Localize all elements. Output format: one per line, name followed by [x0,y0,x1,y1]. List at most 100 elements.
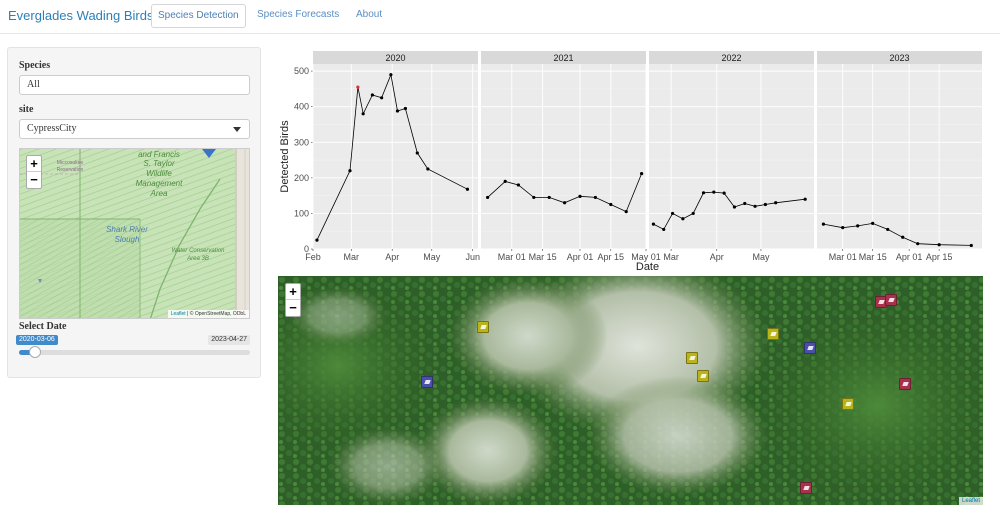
x-axis-title: Date [636,261,659,273]
data-point [348,169,352,173]
detection-marker[interactable] [899,378,911,390]
data-point [578,194,582,198]
data-point [415,151,419,155]
species-input[interactable]: All [19,75,250,95]
drone-image-map[interactable]: + − Leaflet [278,276,983,505]
data-point [624,210,628,214]
map-label: Management [136,179,183,188]
tab-about[interactable]: About [356,9,383,20]
facet-panel [817,64,982,249]
x-tick-label: Apr [385,252,399,262]
site-map[interactable]: and Francis S. Taylor Wildlife Managemen… [19,148,250,319]
series-line [653,191,806,230]
data-point [389,73,393,77]
facet-title: 2020 [385,53,405,63]
detections-chart: Detected Birds 0 100 200 300 400 500 2020 Feb Mar… [279,51,982,273]
chevron-down-icon [233,127,241,132]
x-tick-label: May [423,252,441,262]
x-tick-label: Apr 15 [926,252,953,262]
site-map-zoom: + − [26,155,42,189]
data-point [937,243,941,247]
detection-marker[interactable] [767,328,779,340]
zoom-out-button[interactable]: − [30,172,38,187]
site-select[interactable]: CypressCity [19,119,250,139]
data-point [403,106,407,111]
data-point [753,204,757,208]
site-map-tiles: and Francis S. Taylor Wildlife Managemen… [20,149,249,318]
site-marker-icon[interactable] [202,149,216,158]
data-point [841,226,845,230]
data-point [547,195,551,200]
map-label: Shark River [106,225,148,234]
facet-title: 2021 [553,53,573,63]
data-point [886,227,890,232]
slider-handle[interactable] [29,346,42,358]
map-label: Miccosukee [57,160,84,166]
detection-marker[interactable] [697,370,709,382]
map-label: Wildlife [146,169,172,178]
pin-icon [38,279,42,283]
series-line [316,73,468,241]
drone-map-zoom: + − [285,283,301,317]
map-label: and Francis [138,150,180,159]
detection-marker[interactable] [804,342,816,354]
navbar: Everglades Wading Birds Species Detectio… [0,0,1000,34]
map-label: Slough [115,235,140,244]
x-tick-label: Mar 01 [498,252,526,262]
species-label: Species [19,60,51,71]
data-point [361,112,365,116]
data-point [712,190,716,194]
y-axis-title: Detected Birds [279,120,291,193]
app-brand[interactable]: Everglades Wading Birds [8,8,154,23]
detection-marker[interactable] [885,294,897,306]
zoom-in-button[interactable]: + [286,284,300,300]
data-point [651,222,656,226]
data-point [640,171,644,176]
tab-species-detection[interactable]: Species Detection [151,4,246,28]
data-point [691,211,695,216]
leaflet-link[interactable]: Leaflet [958,497,983,505]
detection-marker[interactable] [686,352,698,364]
data-point [856,224,860,228]
facet-strip [313,51,478,64]
y-tick-label: 0 [304,244,309,254]
osm-attribution: | © OpenStreetMap, ODbL [185,311,246,317]
x-tick-label: May [752,252,770,262]
detection-marker[interactable] [842,398,854,410]
zoom-out-button[interactable]: − [289,300,297,315]
data-point [662,227,666,232]
data-point [516,183,520,187]
detection-marker[interactable] [800,482,812,494]
zoom-in-button[interactable]: + [27,156,41,172]
data-point [732,205,737,209]
tab-species-forecasts[interactable]: Species Forecasts [257,9,340,20]
facet-strip [649,51,814,64]
detection-marker[interactable] [477,321,489,333]
x-tick-label: Mar [344,252,360,262]
sidebar-panel: Species All site CypressCity [7,47,261,378]
x-tick-label: Feb [305,252,321,262]
map-label: Water Conservation [172,248,226,254]
date-slider[interactable] [19,346,250,358]
data-point [916,242,920,246]
date-label: Select Date [19,321,67,332]
x-tick-label: Mar 15 [859,252,887,262]
detection-marker[interactable] [421,376,433,388]
y-tick-label: 300 [294,137,309,147]
data-point [426,167,430,171]
site-label: site [19,104,34,115]
data-point [701,191,706,195]
y-tick-label: 500 [294,66,309,76]
x-tick-label: Mar 15 [529,252,557,262]
leaflet-link[interactable]: Leaflet [170,311,186,317]
x-tick-label: Mar 01 [829,252,857,262]
data-point [315,238,319,242]
map-attribution: Leaflet | © OpenStreetMap, ODbL [167,310,249,318]
site-select-value: CypressCity [27,123,77,134]
drone-imagery [278,276,983,505]
facet-strip [817,51,982,64]
data-point [593,195,597,200]
y-tick-label: 100 [294,208,309,218]
x-tick-label: Jun [465,252,480,262]
data-point [356,85,360,89]
